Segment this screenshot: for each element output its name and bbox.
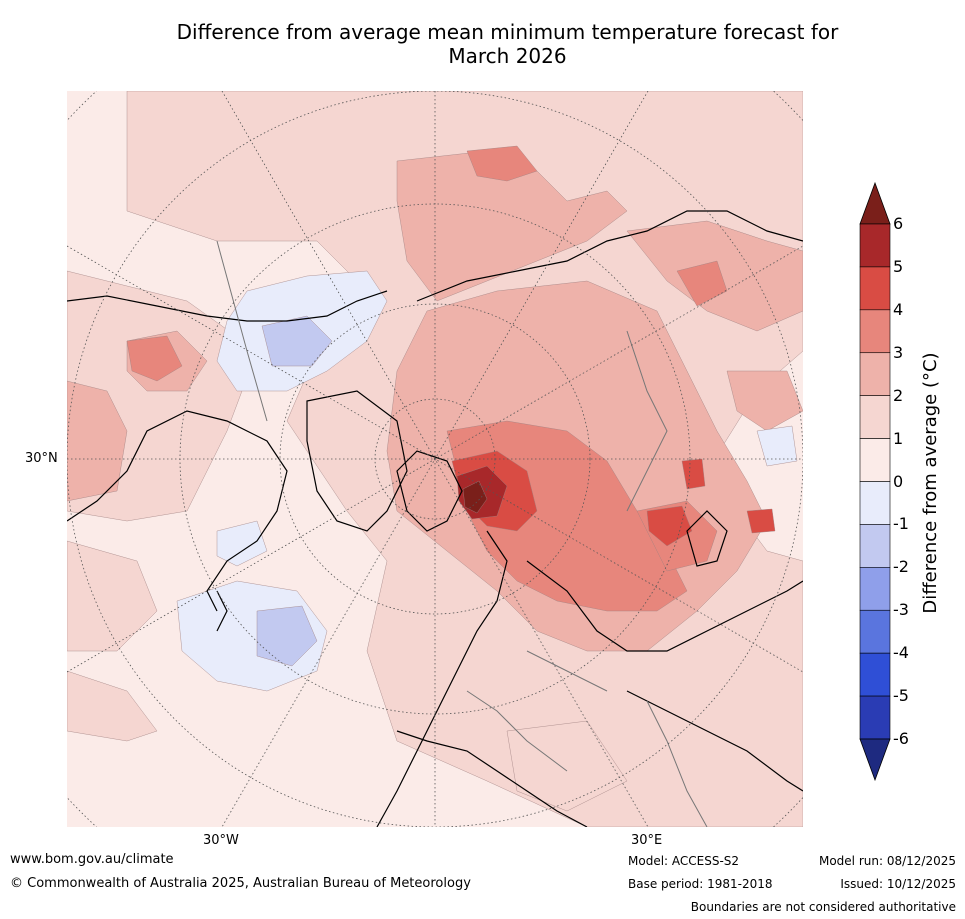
- model-run: Model run: 08/12/2025: [818, 854, 956, 868]
- coastline: [526, 560, 803, 652]
- map-svg: [67, 91, 803, 827]
- coastline: [376, 530, 508, 827]
- colorbar-tick-label: -2: [893, 557, 909, 577]
- lat-label-30n: 30°N: [25, 451, 58, 466]
- colorbar-band: [859, 223, 891, 268]
- issued-date: Issued: 10/12/2025: [840, 877, 956, 891]
- coastlines: [67, 210, 803, 827]
- boundaries-disclaimer: Boundaries are not considered authoritat…: [690, 900, 956, 914]
- anomaly-region: [67, 670, 158, 742]
- anomaly-region: [67, 540, 158, 652]
- coastline: [416, 210, 803, 302]
- colorbar-band: [859, 266, 891, 311]
- anomaly-region: [462, 480, 488, 514]
- colorbar-arrow-top: [859, 181, 891, 225]
- anomaly-region: [466, 145, 538, 182]
- border-line: [466, 690, 568, 772]
- colorbar-band: [859, 652, 891, 697]
- border-line: [216, 240, 268, 422]
- coastline: [306, 390, 408, 532]
- lon-label-30w: 30°W: [203, 833, 239, 848]
- colorbar-tick-label: 5: [893, 256, 904, 276]
- colorbar-tick-label: -6: [893, 729, 909, 748]
- borders: [216, 240, 708, 827]
- coastline: [396, 730, 588, 827]
- base-period: Base period: 1981-2018: [628, 877, 773, 891]
- anomaly-region: [646, 505, 693, 547]
- colorbar-bands: [859, 223, 891, 740]
- colorbar-band: [859, 395, 891, 439]
- forecast-map: [67, 91, 803, 827]
- title-line-1: Difference from average mean minimum tem…: [176, 20, 839, 44]
- colorbar-tick-label: 0: [893, 471, 904, 491]
- anomaly-region: [506, 720, 628, 812]
- chart-title: Difference from average mean minimum tem…: [60, 20, 955, 68]
- coastline: [626, 690, 803, 792]
- colorbar-band: [859, 352, 891, 396]
- graticule: [67, 91, 803, 827]
- border-line: [646, 700, 708, 827]
- anomaly-minus2-minus1-regions: [256, 315, 333, 667]
- colorbar-tick-label: 2: [893, 385, 904, 405]
- colorbar-band: [859, 481, 891, 525]
- website-link[interactable]: www.bom.gov.au/climate: [10, 852, 174, 867]
- colorbar-title: Difference from average (°C): [920, 352, 941, 614]
- colorbar-tick-label: -4: [893, 643, 909, 663]
- colorbar-arrow-bottom: [859, 738, 891, 782]
- anomaly-region: [746, 508, 776, 534]
- coastline: [67, 410, 288, 612]
- colorbar-tick-label: -5: [893, 686, 909, 706]
- colorbar-band: [859, 695, 891, 740]
- latitude-circle: [279, 303, 591, 615]
- anomaly-region: [726, 370, 803, 432]
- coastline: [67, 290, 388, 322]
- anomaly-region: [256, 605, 318, 667]
- colorbar-band: [859, 438, 891, 482]
- coastline: [216, 590, 228, 632]
- meridian: [67, 245, 803, 673]
- anomaly-region: [261, 315, 333, 367]
- colorbar-tick-label: 1: [893, 428, 904, 448]
- colorbar-band: [859, 609, 891, 654]
- coastline: [396, 450, 463, 532]
- colorbar-tick-label: 6: [893, 214, 904, 233]
- lon-label-30e: 30°E: [631, 833, 663, 848]
- colorbar-tick-label: -1: [893, 514, 909, 534]
- anomaly-region: [681, 458, 706, 490]
- colorbar-svg: [859, 181, 891, 782]
- colorbar-band: [859, 524, 891, 568]
- colorbar-band: [859, 567, 891, 611]
- border-line: [526, 650, 608, 692]
- colorbar-tick-label: 3: [893, 342, 904, 362]
- colorbar: [855, 180, 895, 782]
- title-line-2: March 2026: [448, 44, 567, 68]
- colorbar-tick-label: -3: [893, 600, 909, 620]
- anomaly-region: [756, 425, 798, 467]
- anomaly-above-6-regions: [462, 480, 488, 514]
- copyright: © Commonwealth of Australia 2025, Austra…: [10, 876, 471, 891]
- anomaly-region: [216, 520, 268, 567]
- anomaly-region: [676, 260, 728, 307]
- border-line: [626, 330, 668, 512]
- anomaly-region: [126, 335, 183, 382]
- anomaly-region: [67, 380, 128, 502]
- colorbar-band: [859, 309, 891, 354]
- colorbar-tick-label: 4: [893, 299, 904, 319]
- coastline: [686, 510, 728, 567]
- model-name: Model: ACCESS-S2: [628, 854, 740, 868]
